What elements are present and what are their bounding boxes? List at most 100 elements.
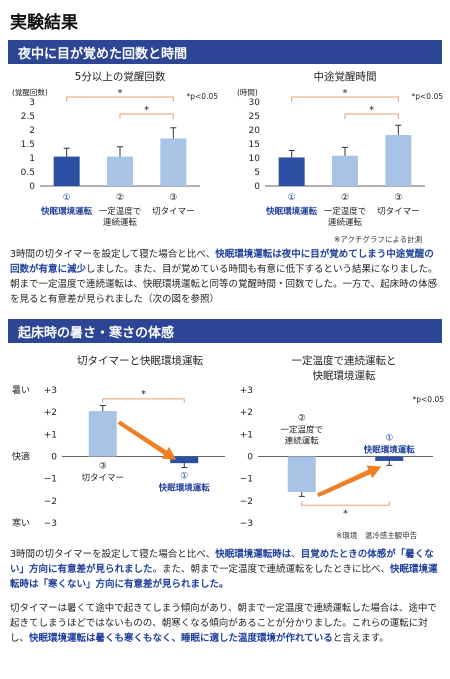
bar — [278, 157, 305, 186]
chart-title: 中途覚醒時間 — [314, 70, 377, 83]
significance-bracket — [119, 113, 174, 119]
category-label: 一定温度で — [324, 206, 367, 217]
bar — [107, 156, 133, 186]
section-header-thermal-sensation: 起床時の暑さ・寒さの体感 — [8, 319, 442, 343]
category-number: ② — [298, 414, 306, 424]
p-value-label: *p<0.05 — [187, 92, 219, 101]
category-label: 切タイマー — [81, 474, 124, 484]
category-label: 快眠環境運転 — [266, 206, 318, 217]
category-number: ② — [341, 193, 349, 203]
y-tick-label: 2 — [29, 126, 35, 136]
significance-marker: * — [144, 105, 149, 116]
result-paragraph-2: 3時間の切タイマーを設定して寝た場合と比べ、快眠環境運転時は、目覚めたときの体感… — [10, 547, 440, 592]
category-number: ① — [180, 472, 188, 482]
bar — [287, 456, 316, 492]
y-tick-label: 10 — [249, 154, 261, 164]
bar — [375, 456, 404, 461]
body-text: 切タイマーは暑くて途中で起きてしまう傾向があり、朝まで一定温度で連続運転した場合… — [10, 603, 437, 644]
category-label: 一定温度で — [280, 425, 323, 436]
body-text: 3時間の切タイマーを設定して寝た場合と比べ、 — [10, 249, 216, 260]
y-tick-label: 25 — [249, 112, 260, 122]
section-header-wake-count: 夜中に目が覚めた回数と時間 — [8, 40, 442, 64]
category-label: 連続運転 — [103, 217, 138, 228]
category-label: 快眠環境運転 — [41, 206, 93, 217]
bar — [88, 411, 117, 457]
body-text: 。また、朝まで一定温度で連続運転をしたときに比べ、 — [152, 564, 391, 575]
body-text: と言えます。 — [332, 633, 389, 644]
y-tick-label: 0 — [254, 182, 260, 192]
result-paragraph-1: 3時間の切タイマーを設定して寝た場合と比べ、快眠環境運転は夜中に目が覚めてしまう… — [10, 247, 440, 307]
category-number: ① — [288, 193, 296, 203]
y-tick-label: −3 — [44, 519, 57, 529]
y-tick-label: 0.5 — [21, 168, 35, 178]
chart-awakening-count: 5分以上の覚醒回数 (覚醒回数) *p<0.05 0 0.5 1 1.5 2 2.5 3 ① 快眠環境… — [12, 70, 219, 228]
y-tick-label: −3 — [240, 519, 253, 529]
highlight-text: 快眠環境運転時は「寒くない」方向に有意差が見られました。 — [10, 564, 438, 590]
category-label: 連続運転 — [285, 436, 320, 447]
y-word-comfortable: 快適 — [12, 451, 30, 463]
body-text: 、 — [291, 549, 301, 560]
bar — [53, 156, 80, 186]
significance-bracket — [291, 96, 399, 102]
category-number: ③ — [394, 193, 402, 203]
y-tick-label: −1 — [44, 475, 57, 485]
significance-bracket — [102, 398, 185, 403]
y-tick-label: −2 — [240, 497, 253, 507]
category-number: ③ — [169, 193, 177, 203]
chart-title: 快眠環境運転 — [313, 369, 376, 382]
y-tick-label: 20 — [249, 126, 261, 136]
category-label: 切タイマー — [377, 207, 420, 217]
result-paragraph-3: 切タイマーは暑くて途中で起きてしまう傾向があり、朝まで一定温度で連続運転した場合… — [10, 601, 440, 646]
bar — [332, 155, 358, 186]
y-tick-label: −2 — [44, 497, 57, 507]
category-label: 切タイマー — [152, 207, 195, 217]
highlight-text: 快眠環境運転時は — [215, 549, 292, 560]
y-tick-label: 15 — [249, 140, 260, 150]
category-label: 一定温度で — [99, 206, 142, 217]
bar — [170, 456, 199, 464]
bar — [385, 135, 412, 186]
category-number: ③ — [99, 462, 107, 472]
category-label: 連続運転 — [328, 217, 363, 228]
trend-arrow — [316, 465, 382, 498]
actigraph-note: ※アクチグラフによる計測 — [334, 235, 423, 244]
significance-marker: * — [343, 88, 348, 99]
category-number: ① — [63, 193, 71, 203]
y-tick-label: 2.5 — [21, 112, 35, 122]
y-tick-label: +3 — [240, 386, 253, 396]
p-value-label: *p<0.05 — [412, 92, 444, 101]
chart-waso-time: 中途覚醒時間 (時間) *p<0.05 0 5 10 15 20 25 30 ① 快眠環境運転 ② 一定温… — [237, 70, 444, 228]
thermal-note: ※環境 温冷感主観申告 — [336, 531, 418, 540]
y-tick-label: −1 — [240, 475, 253, 485]
significance-marker: * — [369, 105, 374, 116]
y-tick-label: 0 — [247, 453, 253, 463]
chart-title: 5分以上の覚醒回数 — [75, 70, 166, 83]
chart-title: 一定温度で連続運転と — [292, 354, 397, 367]
highlight-text: 目覚めたときの体感が「暑くない」方向に有意差が見られました — [10, 549, 434, 575]
y-tick-label: 3 — [29, 98, 35, 108]
body-text: しました。また、目が覚めている時間も有意に低下するという結果になりました。朝まで… — [10, 264, 438, 305]
y-tick-label: 30 — [249, 98, 261, 108]
y-tick-label: +2 — [240, 408, 253, 418]
y-tick-label: +2 — [44, 408, 57, 418]
y-word-hot: 暑い — [12, 385, 30, 396]
y-unit-label: (覚醒回数) — [12, 87, 48, 97]
significance-marker: * — [118, 88, 123, 99]
p-value-label: *p<0.05 — [413, 395, 445, 404]
y-tick-label: 0 — [51, 453, 57, 463]
category-number: ① — [385, 434, 393, 444]
bar — [160, 138, 187, 186]
highlight-text: 快眠環境運転は夜中に目が覚めてしまう中途覚醒の回数が有意に減少 — [10, 249, 434, 275]
y-tick-label: +3 — [44, 386, 57, 396]
highlight-text: 快眠環境運転は暑くも寒くもなく、睡眠に適した温度環境が作れている — [29, 633, 333, 644]
y-tick-label: 5 — [254, 168, 260, 178]
trend-arrow — [117, 420, 177, 460]
page-title: 実験結果 — [10, 13, 78, 33]
y-unit-label: (時間) — [237, 88, 258, 97]
y-tick-label: 0 — [29, 182, 35, 192]
significance-bracket — [344, 113, 399, 119]
chart-title: 切タイマーと快眠環境運転 — [77, 354, 203, 367]
y-tick-label: 1.5 — [21, 140, 35, 150]
